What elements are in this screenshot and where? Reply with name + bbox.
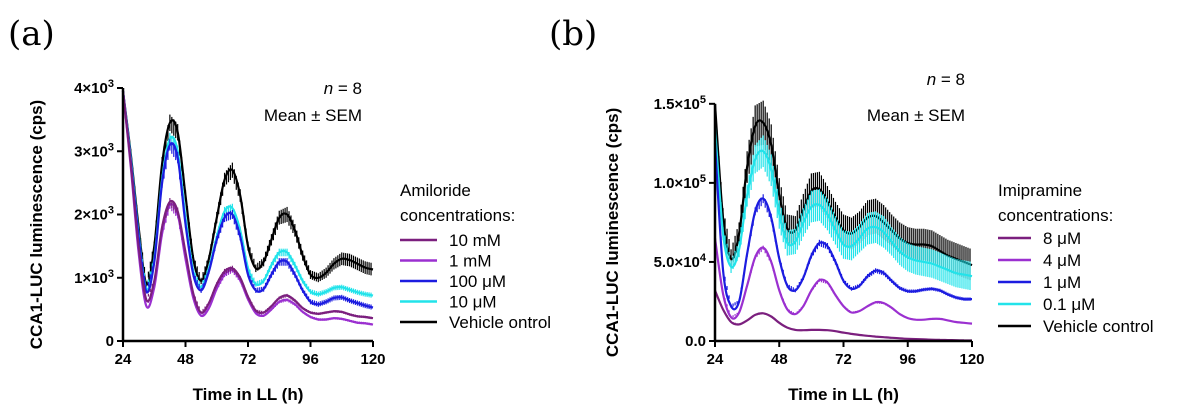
legend-entry: 4 μM <box>1043 251 1081 270</box>
legend-entry: 0.1 μM <box>1043 295 1095 314</box>
series-line-2 <box>121 91 374 309</box>
x-tick-label: 120 <box>959 351 984 368</box>
x-tick-label: 120 <box>360 351 385 368</box>
y-tick-label: 1×103 <box>74 268 114 287</box>
series-1 <box>713 238 973 325</box>
legend-title-line1: Imipramine <box>998 181 1082 200</box>
series-2 <box>121 91 374 310</box>
series-line-4 <box>713 103 973 267</box>
x-tick-label: 48 <box>771 351 788 368</box>
series-line-3 <box>713 127 973 278</box>
x-axis-label: Time in LL (h) <box>788 385 899 404</box>
legend-entry: 10 mM <box>449 231 501 250</box>
panel-letter: (a) <box>8 14 55 54</box>
series-line-0 <box>713 289 973 342</box>
legend-entry: Vehicle ontrol <box>449 313 551 332</box>
chart-panel-b: (b) 0.0 5.0×104 1.0×105 1.5×105 24 48 72 96 120 Ti… <box>549 14 1154 404</box>
series-0 <box>121 91 374 320</box>
series-line-1 <box>713 238 973 325</box>
x-tick-label: 24 <box>707 351 724 368</box>
y-tick-label: 1.5×105 <box>654 94 706 113</box>
x-tick-label: 48 <box>177 351 194 368</box>
series-line-4 <box>121 91 374 286</box>
legend-entry: 1 mM <box>449 252 492 271</box>
y-tick-label: 2×103 <box>74 205 114 224</box>
legend-entry: 8 μM <box>1043 229 1081 248</box>
x-tick-label: 72 <box>240 351 257 368</box>
series-0 <box>713 289 973 342</box>
legend-entry: Vehicle control <box>1043 317 1154 336</box>
annotation-stat: Mean ± SEM <box>264 106 362 125</box>
series-2 <box>713 143 973 311</box>
y-axis-label: CCA1-LUC luminescence (cps) <box>27 100 46 349</box>
series-line-0 <box>121 91 374 320</box>
legend-title-line1: Amiloride <box>400 181 471 200</box>
series-3 <box>713 127 973 291</box>
y-tick-label: 5.0×104 <box>654 252 707 271</box>
legend-entry: 10 μM <box>449 293 497 312</box>
legend-title-line2: concentrations: <box>998 206 1113 225</box>
series-line-2 <box>713 143 973 311</box>
annotation-stat: Mean ± SEM <box>867 106 965 125</box>
x-tick-label: 72 <box>835 351 852 368</box>
annotation-n: n = 8 <box>927 70 965 89</box>
y-tick-label: 0 <box>106 333 114 350</box>
legend-entry: 100 μM <box>449 272 506 291</box>
legend-entry: 1 μM <box>1043 273 1081 292</box>
chart-panel-a: (a) 0 1×103 2×103 3×103 4×103 24 48 72 96 120 Time … <box>8 14 551 404</box>
y-axis-label: CCA1-LUC luminescence (cps) <box>603 108 622 357</box>
legend-title-line2: concentrations: <box>400 206 515 225</box>
y-tick-label: 0.0 <box>685 333 706 350</box>
x-tick-label: 96 <box>302 351 319 368</box>
annotation-n: n = 8 <box>324 79 362 98</box>
y-tick-label: 1.0×105 <box>654 173 706 192</box>
legend: Imipramine concentrations: 8 μM 4 μM 1 μM 0.1… <box>998 181 1154 336</box>
x-tick-label: 24 <box>115 351 132 368</box>
x-axis-label: Time in LL (h) <box>193 385 304 404</box>
y-tick-label: 3×103 <box>74 141 114 160</box>
panel-letter: (b) <box>549 14 597 54</box>
series-4 <box>121 91 374 287</box>
y-tick-label: 4×103 <box>74 78 114 97</box>
x-tick-label: 96 <box>899 351 916 368</box>
